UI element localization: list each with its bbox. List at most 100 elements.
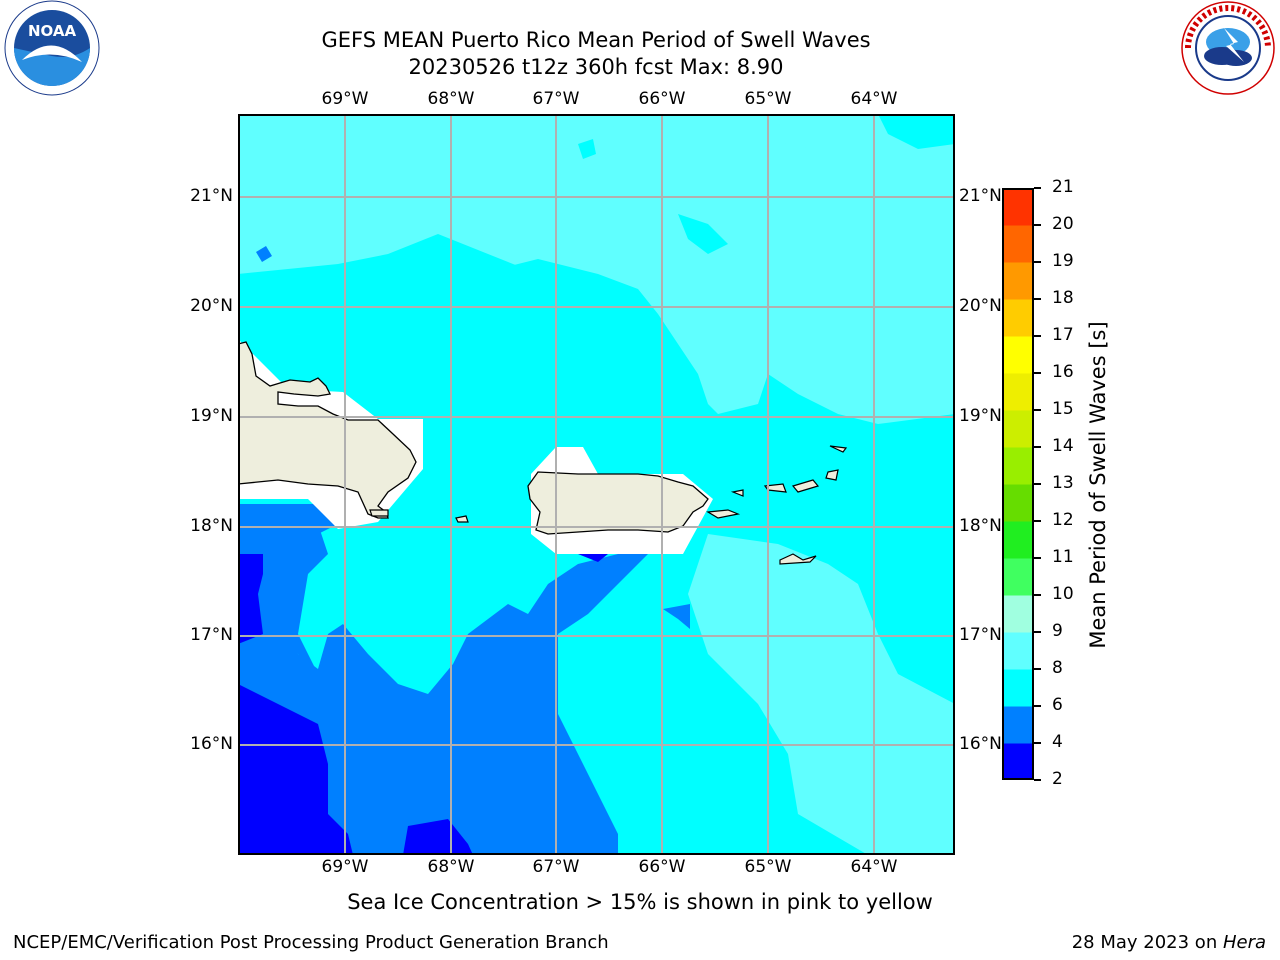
- colorbar-tick-mark: [1034, 335, 1041, 337]
- colorbar-tick-label: 18: [1052, 288, 1074, 308]
- colorbar-segment: [1002, 521, 1034, 559]
- field-deepblue-2-4: [403, 819, 473, 855]
- footer-date: 28 May 2023 on: [1071, 932, 1223, 953]
- right-lat-tick: 17°N: [959, 625, 1002, 645]
- colorbar-tick-mark: [1034, 779, 1041, 781]
- colorbar-tick-mark: [1034, 557, 1041, 559]
- colorbar-segment: [1002, 484, 1034, 522]
- colorbar-segment: [1002, 262, 1034, 300]
- nws-logo: [1181, 1, 1275, 95]
- colorbar-segment: [1002, 447, 1034, 485]
- colorbar-tick-label: 10: [1052, 584, 1074, 604]
- colorbar-tick-mark: [1034, 705, 1041, 707]
- colorbar-label: Mean Period of Swell Waves [s]: [1086, 321, 1110, 649]
- right-lat-tick: 16°N: [959, 734, 1002, 754]
- colorbar-tick-label: 2: [1052, 769, 1063, 789]
- left-lat-tick: 16°N: [190, 734, 233, 754]
- field-deepblue-2-4: [238, 554, 263, 644]
- left-lat-tick: 21°N: [190, 186, 233, 206]
- colorbar-tick-label: 13: [1052, 473, 1074, 493]
- colorbar-segment: [1002, 188, 1034, 226]
- field-blue-4-6: [256, 246, 272, 262]
- colorbar-tick-label: 12: [1052, 510, 1074, 530]
- top-lon-tick: 69°W: [321, 89, 369, 109]
- colorbar-tick-mark: [1034, 594, 1041, 596]
- top-lon-tick: 64°W: [850, 89, 898, 109]
- field-blue-4-6: [663, 604, 690, 629]
- colorbar-tick-label: 11: [1052, 547, 1074, 567]
- field-cyan-blob: [878, 114, 955, 149]
- colorbar-tick-mark: [1034, 520, 1041, 522]
- colorbar-tick-mark: [1034, 483, 1041, 485]
- colorbar-segment: [1002, 632, 1034, 670]
- bottom-lon-tick: 67°W: [532, 857, 580, 877]
- chart-subtitle: 20230526 t12z 360h fcst Max: 8.90: [408, 55, 784, 79]
- colorbar-tick-label: 21: [1052, 177, 1074, 197]
- footer-right: 28 May 2023 on Hera: [1072, 932, 1266, 953]
- right-lat-tick: 19°N: [959, 406, 1002, 426]
- bottom-lon-tick: 69°W: [321, 857, 369, 877]
- colorbar-tick-label: 6: [1052, 695, 1063, 715]
- colorbar-tick-mark: [1034, 742, 1041, 744]
- field-cyan-blob: [678, 214, 728, 254]
- island: [455, 515, 469, 523]
- colorbar-segment: [1002, 706, 1034, 744]
- noaa-logo: NOAA: [4, 0, 100, 96]
- field-blue-4-6: [238, 514, 648, 855]
- left-lat-tick: 18°N: [190, 516, 233, 536]
- colorbar-tick-label: 4: [1052, 732, 1063, 752]
- colorbar-tick-label: 19: [1052, 251, 1074, 271]
- colorbar-segment: [1002, 336, 1034, 374]
- left-lat-tick: 20°N: [190, 296, 233, 316]
- field-deepblue-2-4: [238, 684, 353, 855]
- map-frame: [238, 114, 955, 855]
- colorbar-tick-label: 17: [1052, 325, 1074, 345]
- top-lon-tick: 65°W: [744, 89, 792, 109]
- colorbar-segment: [1002, 595, 1034, 633]
- colorbar-tick-mark: [1034, 187, 1041, 189]
- colorbar-tick-mark: [1034, 668, 1041, 670]
- colorbar-segment: [1002, 669, 1034, 707]
- right-lat-tick: 18°N: [959, 516, 1002, 536]
- colorbar-tick-mark: [1034, 631, 1041, 633]
- colorbar-tick-label: 8: [1052, 658, 1063, 678]
- bottom-lon-tick: 68°W: [427, 857, 475, 877]
- colorbar-segment: [1002, 410, 1034, 448]
- colorbar-segment: [1002, 299, 1034, 337]
- colorbar-tick-mark: [1034, 224, 1041, 226]
- colorbar-segment: [1002, 558, 1034, 596]
- colorbar-segment: [1002, 743, 1034, 780]
- hispaniola-land: [238, 341, 417, 519]
- virgin-islands: [706, 509, 741, 519]
- colorbar-tick-mark: [1034, 372, 1041, 374]
- colorbar-tick-mark: [1034, 298, 1041, 300]
- footer-machine: Hera: [1222, 932, 1266, 953]
- footer-left: NCEP/EMC/Verification Post Processing Pr…: [13, 932, 609, 953]
- sea-ice-caption: Sea Ice Concentration > 15% is shown in …: [347, 890, 933, 914]
- chart-title: GEFS MEAN Puerto Rico Mean Period of Swe…: [321, 28, 871, 52]
- field-deepblue-2-4: [578, 554, 608, 562]
- colorbar-segment: [1002, 373, 1034, 411]
- virgin-islands: [730, 489, 744, 497]
- colorbar-frame: [1002, 188, 1034, 780]
- colorbar-segment: [1002, 225, 1034, 263]
- bottom-lon-tick: 64°W: [850, 857, 898, 877]
- virgin-islands: [791, 479, 820, 493]
- top-lon-tick: 67°W: [532, 89, 580, 109]
- bottom-lon-tick: 66°W: [638, 857, 686, 877]
- virgin-islands: [829, 445, 848, 453]
- left-lat-tick: 17°N: [190, 625, 233, 645]
- colorbar-tick-label: 16: [1052, 362, 1074, 382]
- swell-period-map: [238, 114, 955, 855]
- noaa-logo-text: NOAA: [28, 22, 77, 40]
- bottom-lon-tick: 65°W: [744, 857, 792, 877]
- colorbar-tick-mark: [1034, 261, 1041, 263]
- grid: [238, 114, 955, 855]
- colorbar-tick-label: 20: [1052, 214, 1074, 234]
- field-cyan-blob: [578, 139, 596, 159]
- st-croix: [779, 553, 817, 565]
- island: [369, 509, 389, 517]
- colorbar-tick-label: 14: [1052, 436, 1074, 456]
- top-lon-tick: 68°W: [427, 89, 475, 109]
- field-lightcyan-8-9: [238, 114, 955, 154]
